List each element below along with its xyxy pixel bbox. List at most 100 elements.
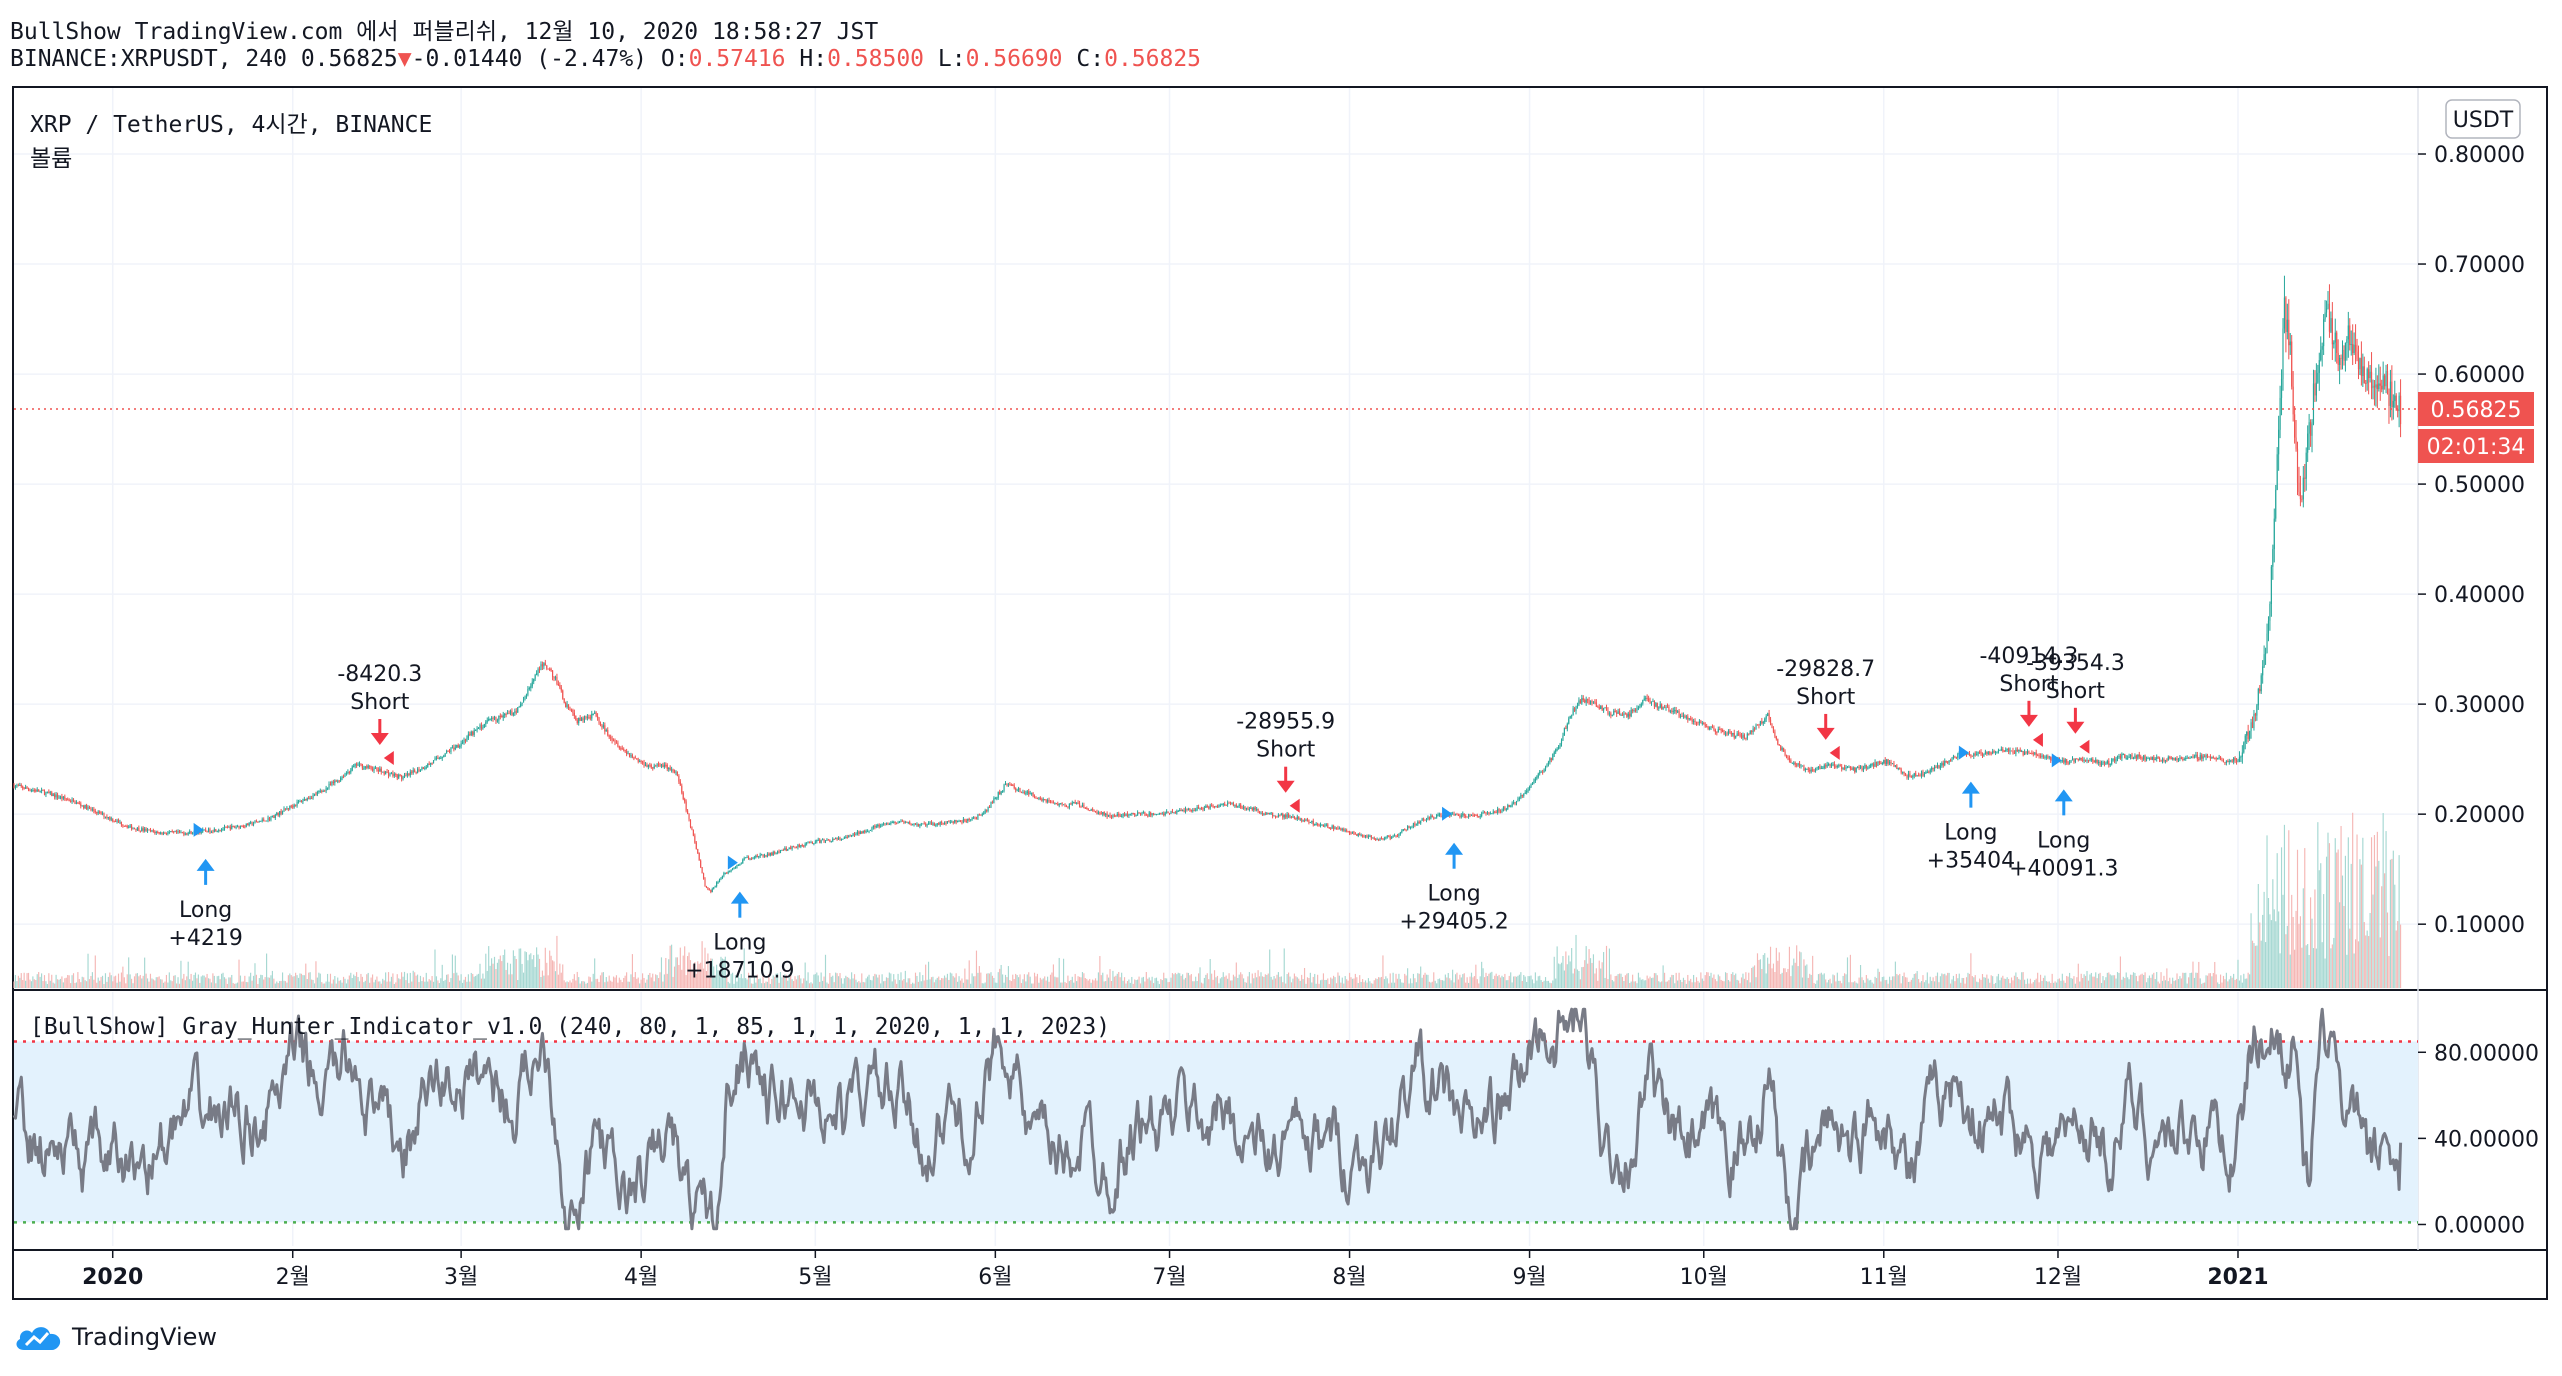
volume-bar — [1071, 976, 1073, 988]
volume-bar — [896, 983, 898, 988]
candle-body — [2315, 382, 2317, 396]
volume-bar — [2108, 972, 2110, 988]
candle-body — [2114, 758, 2116, 762]
volume-bar — [358, 981, 361, 988]
volume-bar — [2148, 975, 2151, 988]
volume-bar — [2143, 975, 2145, 988]
volume-bar — [710, 958, 712, 988]
candle-body — [784, 848, 786, 851]
volume-bar — [1970, 953, 1972, 988]
volume-bar — [254, 963, 256, 988]
candle-body — [1071, 802, 1073, 805]
volume-bar — [251, 980, 253, 988]
candle-body — [1068, 803, 1070, 808]
candle-body — [1341, 828, 1343, 830]
candle-body — [1597, 706, 1599, 708]
candle-body — [2249, 731, 2251, 739]
volume-bar — [39, 976, 41, 988]
candle-body — [914, 823, 917, 825]
candle-body — [913, 823, 915, 825]
volume-bar — [248, 976, 250, 988]
volume-bar — [1832, 974, 1834, 988]
candle-body — [843, 837, 845, 839]
candle-body — [2282, 328, 2284, 379]
volume-bar — [740, 973, 742, 988]
candle-body — [2280, 378, 2283, 398]
volume-bar — [952, 976, 954, 988]
volume-bar — [81, 976, 83, 988]
candle-body — [1685, 716, 1687, 718]
candle-body — [2093, 760, 2095, 763]
volume-bar — [2051, 973, 2053, 988]
candle-body — [1318, 824, 1320, 827]
volume-bar — [640, 979, 642, 988]
candle-body — [20, 784, 22, 787]
volume-bar — [2357, 941, 2360, 988]
candle-body — [1694, 720, 1696, 722]
candle-body — [663, 764, 665, 768]
candle-body — [1968, 753, 1971, 756]
volume-bar — [216, 976, 218, 988]
volume-bar — [1360, 981, 1362, 988]
candle-body — [1060, 803, 1062, 805]
candle-body — [2352, 344, 2354, 354]
candle-body — [1389, 836, 1391, 839]
volume-bar — [1668, 980, 1670, 988]
candle-body — [311, 797, 313, 799]
candle-body — [1428, 817, 1430, 819]
candle-body — [1054, 803, 1056, 805]
candle-body — [1286, 814, 1288, 818]
volume-bar — [370, 977, 372, 988]
candle-body — [173, 831, 175, 833]
volume-bar — [1142, 976, 1144, 988]
candle-body — [2089, 760, 2091, 762]
volume-bar — [1446, 977, 1448, 988]
candle-body — [1592, 701, 1595, 703]
volume-bar — [591, 981, 593, 988]
candle-body — [2221, 759, 2223, 761]
candle-body — [1237, 805, 1239, 808]
volume-bar — [2256, 945, 2258, 988]
candle-body — [115, 821, 117, 823]
volume-bar — [1547, 980, 1550, 988]
candle-body — [2275, 489, 2277, 519]
volume-bar — [579, 983, 581, 988]
candle-body — [1491, 813, 1493, 815]
volume-bar — [244, 975, 246, 988]
volume-bar — [110, 975, 112, 988]
candle-body — [2336, 332, 2338, 353]
candle-body — [1752, 728, 1754, 733]
candle-body — [390, 773, 393, 775]
candle-body — [416, 769, 419, 774]
volume-bar — [1889, 976, 1891, 988]
candle-body — [528, 687, 530, 690]
volume-bar — [1367, 978, 1370, 988]
volume-bar — [1155, 977, 1158, 988]
candle-body — [2350, 344, 2352, 346]
candle-body — [1360, 835, 1362, 837]
volume-bar — [634, 972, 636, 988]
volume-bar — [607, 981, 609, 988]
volume-bar — [1092, 979, 1094, 988]
volume-bar — [1955, 973, 1957, 988]
candle-body — [986, 810, 988, 812]
volume-bar — [347, 979, 349, 988]
candle-body — [2256, 705, 2258, 716]
candle-body — [961, 822, 963, 824]
candle-body — [1364, 835, 1367, 838]
volume-bar — [505, 969, 507, 988]
volume-bar — [386, 981, 388, 988]
volume-bar — [1989, 982, 1991, 988]
candle-body — [1814, 769, 1817, 771]
candle-body — [1520, 795, 1522, 799]
volume-bar — [2386, 912, 2389, 988]
volume-bar — [2352, 812, 2354, 988]
volume-bar — [2260, 940, 2262, 988]
volume-bar — [1772, 963, 1775, 988]
volume-bar — [1074, 973, 1076, 988]
volume-bar — [2106, 972, 2108, 988]
candle-body — [1717, 729, 1719, 733]
volume-bar — [1886, 979, 1888, 988]
volume-bar — [354, 976, 356, 988]
